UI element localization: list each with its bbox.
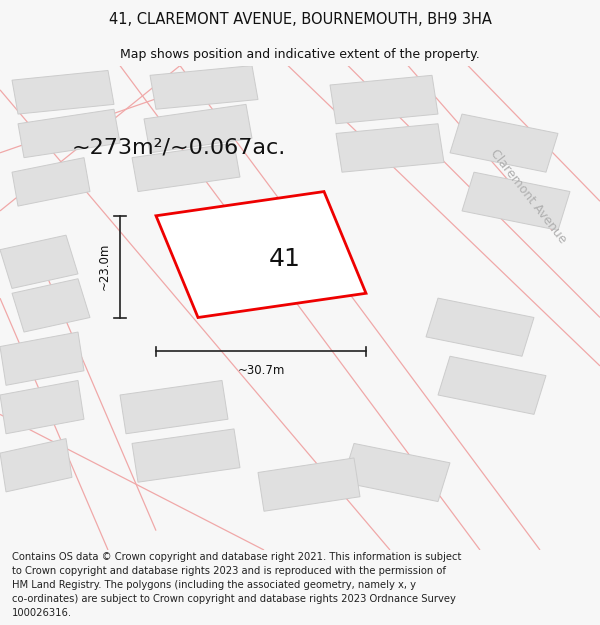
Text: Map shows position and indicative extent of the property.: Map shows position and indicative extent… [120,48,480,61]
Polygon shape [0,381,84,434]
Text: 41, CLAREMONT AVENUE, BOURNEMOUTH, BH9 3HA: 41, CLAREMONT AVENUE, BOURNEMOUTH, BH9 3… [109,12,491,27]
Polygon shape [342,444,450,501]
Text: co-ordinates) are subject to Crown copyright and database rights 2023 Ordnance S: co-ordinates) are subject to Crown copyr… [12,594,456,604]
Text: ~23.0m: ~23.0m [98,243,111,291]
Text: 41: 41 [269,248,301,271]
Polygon shape [438,356,546,414]
Text: HM Land Registry. The polygons (including the associated geometry, namely x, y: HM Land Registry. The polygons (includin… [12,580,416,590]
Polygon shape [120,381,228,434]
Polygon shape [0,235,78,289]
Text: ~273m²/~0.067ac.: ~273m²/~0.067ac. [72,138,286,158]
Polygon shape [150,66,258,109]
Polygon shape [156,191,366,318]
Polygon shape [330,75,438,124]
Text: Claremont Avenue: Claremont Avenue [487,147,569,246]
Text: to Crown copyright and database rights 2023 and is reproduced with the permissio: to Crown copyright and database rights 2… [12,566,446,576]
Text: 100026316.: 100026316. [12,608,72,618]
Polygon shape [12,279,90,332]
Polygon shape [258,458,360,511]
Polygon shape [426,298,534,356]
Polygon shape [0,332,84,385]
Polygon shape [132,143,240,191]
Polygon shape [12,158,90,206]
Polygon shape [144,104,252,152]
Polygon shape [12,71,114,114]
Polygon shape [0,439,72,492]
Text: Contains OS data © Crown copyright and database right 2021. This information is : Contains OS data © Crown copyright and d… [12,552,461,562]
Polygon shape [336,124,444,172]
Polygon shape [18,109,120,158]
Polygon shape [132,429,240,483]
Polygon shape [462,172,570,230]
Text: ~30.7m: ~30.7m [238,364,284,376]
Polygon shape [450,114,558,172]
